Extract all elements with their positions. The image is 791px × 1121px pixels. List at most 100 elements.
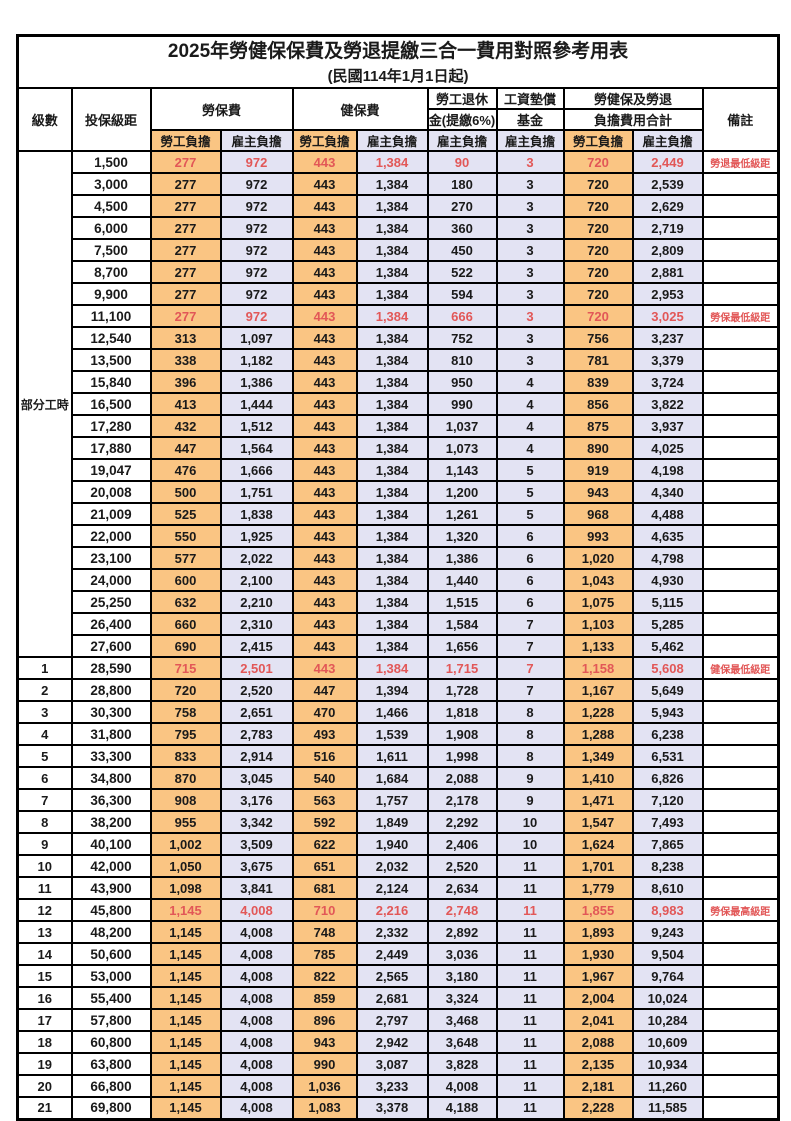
cell-labor-employee: 476 [149, 458, 222, 482]
cell-health-employee: 443 [291, 150, 358, 174]
cell-fund-employer: 4 [495, 392, 565, 416]
cell-total-employee: 720 [562, 150, 634, 174]
cell-health-employee: 443 [291, 414, 358, 438]
cell-pension-employer: 2,292 [426, 810, 498, 834]
cell-level: 14 [16, 942, 73, 966]
cell-health-employee: 990 [291, 1052, 358, 1076]
cell-total-employee: 856 [562, 392, 634, 416]
cell-pension-employer: 4,188 [426, 1096, 498, 1120]
cell-total-employee: 1,133 [562, 634, 634, 658]
cell-remark [701, 634, 780, 658]
cell-insured-bracket: 43,900 [70, 876, 152, 900]
cell-insured-bracket: 17,280 [70, 414, 152, 438]
cell-labor-employer: 972 [219, 238, 294, 262]
cell-fund-employer: 6 [495, 546, 565, 570]
cell-health-employer: 1,384 [355, 326, 429, 350]
cell-health-employer: 1,384 [355, 546, 429, 570]
cell-total-employee: 720 [562, 216, 634, 240]
cell-insured-bracket: 11,100 [70, 304, 152, 328]
cell-pension-employer: 2,406 [426, 832, 498, 856]
cell-health-employee: 443 [291, 590, 358, 614]
cell-health-employee: 443 [291, 194, 358, 218]
cell-insured-bracket: 16,500 [70, 392, 152, 416]
table-row: 3 30,300 758 2,651 470 1,466 1,818 8 1,228 5,943 [16, 700, 780, 724]
cell-pension-employer: 2,178 [426, 788, 498, 812]
cell-fund-employer: 9 [495, 766, 565, 790]
cell-pension-employer: 666 [426, 304, 498, 328]
cell-total-employee: 2,041 [562, 1008, 634, 1032]
cell-level: 17 [16, 1008, 73, 1032]
cell-level: 5 [16, 744, 73, 768]
cell-health-employer: 2,797 [355, 1008, 429, 1032]
cell-remark [701, 788, 780, 812]
cell-health-employee: 443 [291, 304, 358, 328]
cell-health-employer: 1,757 [355, 788, 429, 812]
cell-fund-employer: 11 [495, 1008, 565, 1032]
cell-total-employer: 2,953 [631, 282, 704, 306]
cell-level: 4 [16, 722, 73, 746]
cell-insured-bracket: 27,600 [70, 634, 152, 658]
cell-labor-employee: 833 [149, 744, 222, 768]
cell-remark [701, 348, 780, 372]
cell-total-employer: 2,539 [631, 172, 704, 196]
cell-health-employer: 1,384 [355, 414, 429, 438]
cell-insured-bracket: 20,008 [70, 480, 152, 504]
cell-total-employer: 9,764 [631, 964, 704, 988]
cell-health-employer: 1,384 [355, 480, 429, 504]
cell-remark [701, 1052, 780, 1076]
cell-fund-employer: 5 [495, 458, 565, 482]
table-row: 13,500 338 1,182 443 1,384 810 3 781 3,379 [18, 348, 780, 372]
cell-fund-employer: 9 [495, 788, 565, 812]
cell-remark [701, 1096, 780, 1120]
cell-insured-bracket: 55,400 [70, 986, 152, 1010]
cell-pension-employer: 270 [426, 194, 498, 218]
cell-remark [701, 612, 780, 636]
cell-remark [701, 524, 780, 548]
cell-insured-bracket: 23,100 [70, 546, 152, 570]
cell-health-employer: 1,849 [355, 810, 429, 834]
cell-labor-employee: 525 [149, 502, 222, 526]
cell-insured-bracket: 36,300 [70, 788, 152, 812]
cell-total-employee: 1,228 [562, 700, 634, 724]
cell-labor-employer: 972 [219, 172, 294, 196]
cell-level: 6 [16, 766, 73, 790]
table-row: 17 57,800 1,145 4,008 896 2,797 3,468 11 2,041 10… [16, 1008, 780, 1032]
cell-total-employer: 3,822 [631, 392, 704, 416]
table-row: 3,000 277 972 443 1,384 180 3 720 2,539 [18, 172, 780, 196]
cell-total-employer: 5,285 [631, 612, 704, 636]
table-row: 7,500 277 972 443 1,384 450 3 720 2,809 [18, 238, 780, 262]
cell-labor-employee: 955 [149, 810, 222, 834]
cell-pension-employer: 1,998 [426, 744, 498, 768]
cell-health-employer: 1,684 [355, 766, 429, 790]
cell-total-employer: 3,937 [631, 414, 704, 438]
cell-labor-employee: 313 [149, 326, 222, 350]
table-row: 21 69,800 1,145 4,008 1,083 3,378 4,188 11 2,228… [16, 1096, 780, 1120]
cell-insured-bracket: 28,800 [70, 678, 152, 702]
cell-health-employer: 1,384 [355, 260, 429, 284]
cell-total-employer: 4,798 [631, 546, 704, 570]
cell-level: 20 [16, 1074, 73, 1098]
cell-health-employer: 1,384 [355, 370, 429, 394]
cell-health-employer: 1,384 [355, 458, 429, 482]
cell-health-employee: 822 [291, 964, 358, 988]
cell-labor-employee: 577 [149, 546, 222, 570]
table-row: 12 45,800 1,145 4,008 710 2,216 2,748 11 1,855 8,… [16, 898, 780, 922]
table-row: 8,700 277 972 443 1,384 522 3 720 2,881 [18, 260, 780, 284]
cell-insured-bracket: 48,200 [70, 920, 152, 944]
cell-pension-employer: 594 [426, 282, 498, 306]
cell-pension-employer: 4,008 [426, 1074, 498, 1098]
cell-labor-employer: 4,008 [219, 964, 294, 988]
cell-health-employee: 622 [291, 832, 358, 856]
cell-remark [701, 568, 780, 592]
cell-total-employee: 919 [562, 458, 634, 482]
cell-insured-bracket: 57,800 [70, 1008, 152, 1032]
cell-remark [701, 1008, 780, 1032]
cell-remark [701, 238, 780, 262]
cell-health-employer: 1,384 [355, 282, 429, 306]
cell-pension-employer: 1,584 [426, 612, 498, 636]
cell-remark [701, 480, 780, 504]
table-row: 22,000 550 1,925 443 1,384 1,320 6 993 4,635 [18, 524, 780, 548]
cell-labor-employee: 1,145 [149, 1052, 222, 1076]
cell-total-employer: 3,025 [631, 304, 704, 328]
cell-labor-employer: 1,666 [219, 458, 294, 482]
